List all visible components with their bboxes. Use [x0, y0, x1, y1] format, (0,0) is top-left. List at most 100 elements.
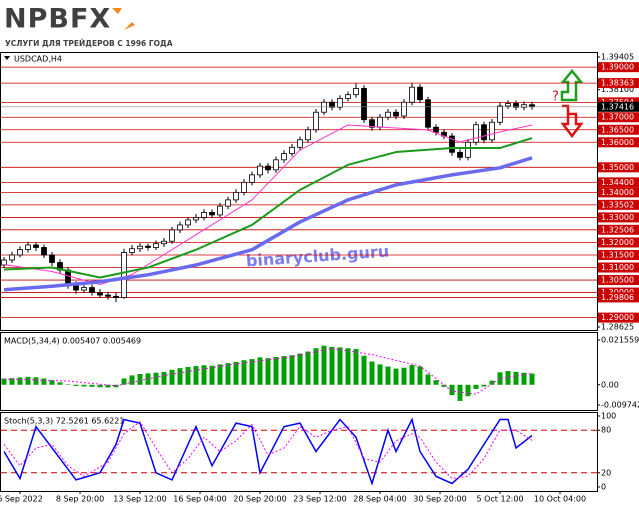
y-tick-label: 0	[601, 483, 606, 492]
candle-body	[217, 205, 223, 216]
candle-body	[401, 101, 407, 117]
candle-body	[49, 254, 55, 263]
macd-bar	[361, 355, 367, 385]
macd-bar	[449, 384, 455, 396]
candle-body	[497, 105, 503, 123]
y-tick-label: 1.39405	[601, 53, 634, 62]
level-label-box	[598, 292, 639, 303]
candle-body	[201, 212, 207, 218]
macd-bar	[257, 357, 263, 385]
level-label-box	[598, 237, 639, 248]
candle-body	[465, 141, 471, 158]
level-label: 1.29806	[601, 293, 634, 302]
logo-tagline: УСЛУГИ ДЛЯ ТРЕЙДЕРОВ С 1996 ГОДА	[5, 39, 173, 48]
macd-bar	[201, 365, 207, 385]
level-label-box	[598, 124, 639, 135]
candle-body	[89, 287, 95, 293]
line	[3, 417, 533, 486]
macd-bar	[169, 369, 175, 385]
candle-body	[521, 104, 527, 108]
level-label-box	[598, 212, 639, 223]
macd-bar	[25, 376, 31, 385]
macd-bar	[441, 384, 447, 387]
macd-bar	[33, 377, 39, 385]
macd-bar	[313, 348, 319, 385]
macd-bar	[97, 384, 103, 388]
macd-bar	[377, 364, 383, 385]
candle-body	[513, 103, 519, 108]
line	[3, 124, 533, 286]
candle-body	[457, 151, 463, 158]
candle-body	[385, 111, 391, 118]
main-panel	[0, 52, 598, 331]
x-tick-label: 20 Sep 20:00	[233, 495, 286, 504]
candle-body	[177, 224, 183, 231]
candle-body	[185, 219, 191, 226]
logo-name: NPBFX	[4, 4, 111, 35]
level-label-box	[598, 224, 639, 235]
x-tick-label: 23 Sep 12:00	[293, 495, 346, 504]
macd-bar	[1, 378, 7, 385]
macd-bar	[217, 364, 223, 385]
macd-title: MACD(5,34,4) 0.005407 0.005469	[4, 337, 141, 346]
candle-body	[1, 259, 7, 266]
level-label: 1.37000	[601, 113, 634, 122]
level-label-box	[598, 62, 639, 73]
x-tick-label: 5 Oct 12:00	[476, 495, 523, 504]
x-tick-label: 10 Oct 04:00	[534, 495, 586, 504]
candle-body	[129, 248, 135, 253]
x-tick-label: 8 Sep 20:00	[56, 495, 104, 504]
macd-bar	[81, 384, 87, 387]
macd-bar	[241, 360, 247, 385]
candle-body	[161, 240, 167, 245]
macd-bar	[465, 384, 471, 397]
macd-bar	[193, 366, 199, 385]
candle-body	[225, 199, 231, 207]
level-label-box	[598, 177, 639, 188]
macd-bar	[393, 368, 399, 385]
macd-bar	[9, 378, 15, 385]
macd-bar	[489, 380, 495, 385]
candle-body	[137, 245, 143, 250]
candle-body	[393, 111, 399, 117]
stoch-panel	[0, 412, 598, 492]
level-label-box	[598, 78, 639, 89]
candle-body	[9, 254, 15, 261]
level-label-box	[598, 112, 639, 123]
candle-body	[321, 101, 327, 113]
level-label: 1.31500	[601, 250, 634, 259]
candle-body	[377, 116, 383, 128]
candle-body	[409, 86, 415, 103]
candle-body	[505, 103, 511, 107]
level-label-box	[598, 199, 639, 210]
macd-bar	[409, 365, 415, 385]
macd-bar	[137, 373, 143, 385]
level-label-box	[598, 262, 639, 273]
macd-bar	[121, 378, 127, 385]
candle-body	[473, 124, 479, 143]
level-label: 1.39000	[601, 63, 634, 72]
macd-bar	[161, 371, 167, 385]
x-tick-label: 30 Sep 20:00	[413, 495, 466, 504]
candle-body	[233, 191, 239, 201]
symbol-marker	[4, 56, 10, 60]
macd-bar	[281, 356, 287, 385]
level-label: 1.36000	[601, 138, 634, 147]
candle-body	[337, 98, 343, 108]
macd-bar	[417, 366, 423, 385]
macd-bar	[433, 380, 439, 385]
macd-bar	[481, 384, 487, 387]
macd-bar	[273, 356, 279, 385]
candle-body	[113, 295, 119, 298]
level-label: 1.34000	[601, 188, 634, 197]
candle-body	[169, 229, 175, 242]
macd-bar	[105, 384, 111, 388]
level-label: 1.30500	[601, 276, 634, 285]
macd-bar	[321, 345, 327, 385]
candle-body	[433, 126, 439, 133]
macd-bar	[129, 375, 135, 385]
x-tick-label: 16 Sep 04:00	[173, 495, 226, 504]
macd-bar	[401, 367, 407, 385]
line	[3, 420, 533, 480]
